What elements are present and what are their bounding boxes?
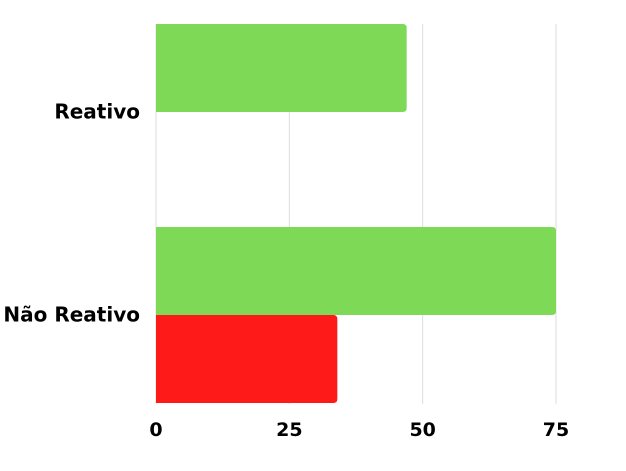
x-tick-label-25: 25 [276, 419, 302, 441]
bar-n-o-reativo-series-1 [156, 227, 556, 315]
category-labels: Reativo Não Reativo [3, 100, 140, 327]
category-label-n-o-reativo: Não Reativo [3, 303, 140, 327]
bar-n-o-reativo-series-2 [156, 315, 338, 403]
x-tick-label-50: 50 [409, 419, 435, 441]
x-axis-tick-labels: 0 25 50 75 [149, 419, 569, 441]
x-tick-label-75: 75 [543, 419, 569, 441]
bar-reativo-series-1 [156, 24, 407, 112]
category-label-reativo: Reativo [54, 100, 140, 124]
bars [156, 24, 556, 403]
x-tick-label-0: 0 [149, 419, 162, 441]
